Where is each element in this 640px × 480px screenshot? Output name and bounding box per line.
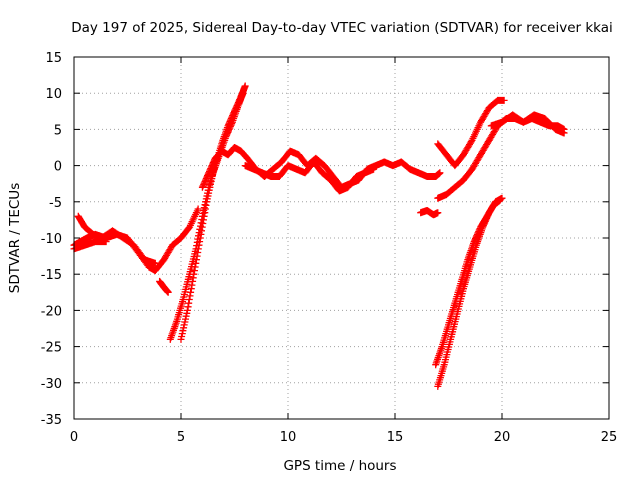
data-point-markers: [417, 207, 442, 219]
x-tick-label: 10: [280, 430, 297, 445]
x-tick-label: 0: [70, 430, 78, 445]
data-point-markers: [434, 96, 508, 170]
x-tick-label: 25: [601, 430, 618, 445]
data-point-markers: [434, 115, 568, 202]
data-point-markers: [434, 194, 506, 390]
y-tick-label: -5: [49, 196, 62, 211]
chart-title: Day 197 of 2025, Sidereal Day-to-day VTE…: [71, 20, 613, 36]
data-point-markers: [432, 196, 504, 369]
x-tick-label: 20: [494, 430, 511, 445]
y-tick-label: -25: [41, 341, 62, 356]
y-tick-label: 0: [54, 160, 62, 175]
data-point-markers: [74, 212, 159, 267]
series-track-e: [434, 194, 506, 390]
series-track-e2: [432, 196, 504, 369]
series-track-d-lower: [241, 158, 378, 195]
series-track-f: [434, 115, 568, 202]
y-tick-label: -35: [41, 413, 62, 428]
series-track-a-low: [70, 238, 110, 253]
series-track-a-upper: [74, 212, 159, 267]
data-point-markers: [70, 238, 110, 253]
data-point-markers: [198, 144, 444, 191]
grid-lines: [74, 57, 609, 419]
data-markers: [70, 82, 568, 390]
data-point-markers: [70, 205, 202, 275]
series-track-c: [177, 89, 247, 343]
series-track-i: [417, 207, 442, 219]
y-tick-label: 5: [54, 123, 62, 138]
x-axis-title: GPS time / hours: [283, 458, 396, 474]
data-point-markers: [177, 89, 247, 343]
data-point-markers: [241, 158, 378, 195]
axis-ticks: 0 5 10 15 20 25 -35 -30 -25 -20 -15 -10 -5 0 5 10 15: [41, 51, 618, 445]
data-point-markers: [156, 277, 172, 296]
y-tick-label: -30: [41, 377, 62, 392]
series-track-g: [434, 96, 508, 170]
y-tick-label: -20: [41, 304, 62, 319]
y-tick-label: -10: [41, 232, 62, 247]
x-tick-label: 5: [177, 430, 185, 445]
y-axis-title: SDTVAR / TECUs: [7, 183, 23, 293]
series-track-a: [70, 205, 202, 275]
data-point-markers: [487, 111, 568, 137]
series-track-h: [487, 111, 568, 137]
series-track-a-tail: [156, 277, 172, 296]
y-tick-label: 10: [45, 87, 62, 102]
x-tick-label: 15: [387, 430, 404, 445]
y-tick-label: 15: [45, 51, 62, 66]
series-track-d: [198, 144, 444, 191]
y-tick-label: -15: [41, 268, 62, 283]
